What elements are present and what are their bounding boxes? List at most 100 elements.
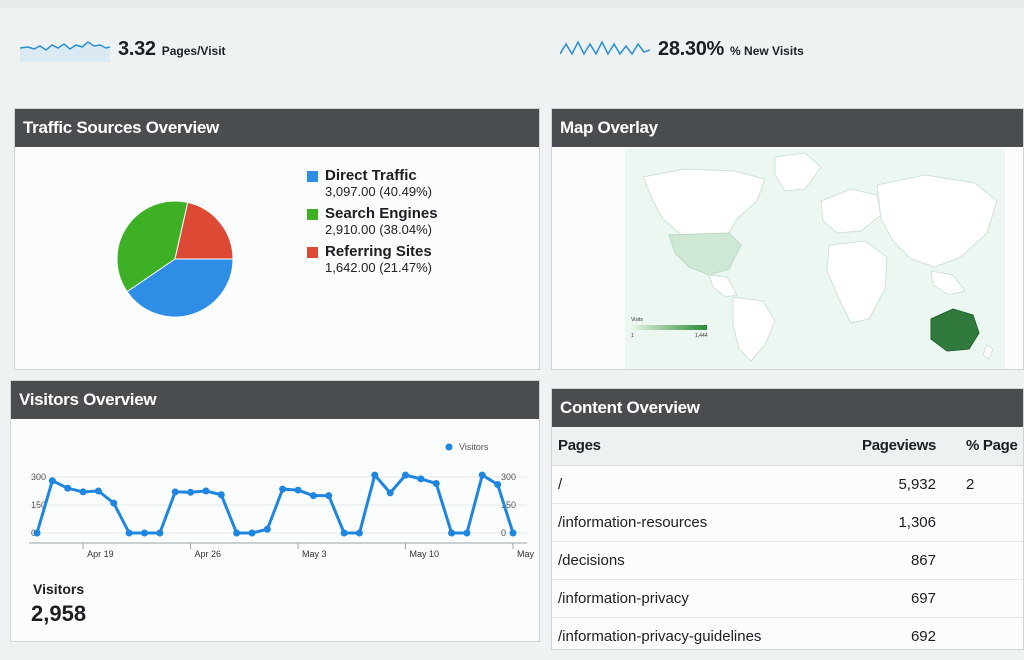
y-tick-label-right: 0 (501, 528, 506, 538)
map-region-usa (668, 232, 742, 276)
traffic-sources-title: Traffic Sources Overview (15, 109, 539, 147)
legend-name-search-engines: Search Engines (325, 205, 438, 222)
pie-slice-referring-sites[interactable] (174, 201, 234, 260)
world-map[interactable]: Visits 1 1,444 (625, 149, 1005, 370)
table-row: /information-resources 1,306 (552, 503, 1023, 542)
visitors-data-point[interactable] (448, 529, 456, 537)
page-path-link[interactable]: /decisions (552, 541, 842, 580)
pie-slice-search-engines[interactable] (116, 200, 189, 293)
visitors-data-point[interactable] (202, 487, 210, 495)
visitors-total-value: 2,958 (31, 601, 87, 626)
x-tick-label: May 10 (410, 549, 440, 559)
pct-pageviews-cell (942, 503, 1023, 542)
x-tick-label: May (517, 549, 535, 559)
pct-pageviews-cell (942, 617, 1023, 649)
legend-item-direct-traffic: Direct Traffic 3,097.00 (40.49%) (307, 167, 438, 199)
visitors-data-point[interactable] (463, 529, 471, 537)
pages-per-visit-sparkline (20, 41, 110, 62)
pageviews-cell: 697 (842, 579, 942, 618)
traffic-sources-panel: Traffic Sources Overview Direct Traffic … (14, 108, 540, 370)
top-strip (0, 0, 1024, 8)
y-tick-label-right: 150 (501, 500, 516, 510)
pages-per-visit-stat: 3.32 Pages/Visit (20, 36, 226, 62)
visitors-data-point[interactable] (417, 475, 425, 483)
y-tick-label-right: 300 (501, 472, 516, 482)
new-visits-label: % New Visits (730, 44, 804, 58)
visitors-data-point[interactable] (355, 529, 363, 537)
pct-pageviews-cell (942, 541, 1023, 580)
legend-name-referring-sites: Referring Sites (325, 243, 432, 260)
table-row: /decisions 867 (552, 541, 1023, 580)
visitors-data-point[interactable] (279, 485, 287, 493)
map-region-asia (876, 174, 998, 268)
content-overview-panel: Content Overview Pages Pageviews % Page … (551, 388, 1024, 650)
visitors-data-point[interactable] (156, 529, 164, 537)
visitors-data-point[interactable] (325, 492, 333, 500)
y-tick-label-left: 150 (31, 500, 46, 510)
visitors-data-point[interactable] (94, 487, 102, 495)
visitors-data-point[interactable] (248, 529, 256, 537)
legend-marker-visitors (445, 443, 453, 451)
map-region-southeast-asia (930, 270, 966, 296)
pct-pageviews-cell: 2 (942, 465, 1023, 504)
visitors-data-point[interactable] (371, 471, 379, 479)
legend-swatch-search-engines (307, 209, 318, 220)
map-region-europe (820, 188, 882, 234)
map-region-south-america (732, 296, 776, 362)
traffic-pie-chart (116, 200, 234, 318)
visitors-data-point[interactable] (309, 492, 317, 500)
visitors-data-point[interactable] (509, 529, 517, 537)
content-overview-title: Content Overview (552, 389, 1023, 427)
map-legend-min: 1 (631, 333, 634, 339)
traffic-legend: Direct Traffic 3,097.00 (40.49%) Search … (307, 167, 438, 281)
table-row: / 5,932 2 (552, 465, 1023, 504)
page-path-link[interactable]: / (552, 465, 842, 504)
legend-swatch-direct-traffic (307, 171, 318, 182)
page-path-link[interactable]: /information-privacy-guidelines (552, 617, 842, 649)
visitors-data-point[interactable] (171, 488, 179, 496)
visitors-data-point[interactable] (187, 488, 195, 496)
page-path-link[interactable]: /information-resources (552, 503, 842, 542)
new-visits-stat: 28.30% % New Visits (560, 36, 804, 62)
page-path-link[interactable]: /information-privacy (552, 579, 842, 618)
map-legend-gradient (631, 325, 707, 330)
legend-value-direct-traffic: 3,097.00 (40.49%) (325, 184, 432, 199)
column-header-pageviews[interactable]: Pageviews (842, 427, 942, 466)
visitors-data-point[interactable] (294, 486, 302, 494)
visitors-total-label: Visitors (33, 581, 85, 597)
visitors-data-point[interactable] (217, 491, 225, 499)
content-table-header: Pages Pageviews % Page (552, 427, 1023, 466)
visitors-data-point[interactable] (263, 525, 271, 533)
column-header-pages[interactable]: Pages (552, 427, 842, 466)
pages-per-visit-label: Pages/Visit (161, 44, 226, 58)
visitors-data-point[interactable] (233, 529, 241, 537)
pie-slice-direct-traffic[interactable] (126, 258, 234, 318)
visitors-data-point[interactable] (386, 489, 394, 497)
visitors-data-point[interactable] (125, 529, 133, 537)
visitors-overview-panel: Visitors Overview 00150150300300Apr 19Ap… (10, 380, 540, 642)
visitors-data-point[interactable] (478, 471, 486, 479)
visitors-data-point[interactable] (64, 484, 72, 492)
visitors-data-point[interactable] (494, 480, 502, 488)
visitors-data-point[interactable] (432, 480, 440, 488)
visitors-data-point[interactable] (140, 529, 148, 537)
table-row: /information-privacy-guidelines 692 (552, 617, 1023, 649)
visitors-series-line (35, 473, 515, 535)
map-region-greenland (774, 152, 822, 192)
visitors-data-point[interactable] (110, 499, 118, 507)
visitors-data-point[interactable] (79, 488, 87, 496)
legend-value-search-engines: 2,910.00 (38.04%) (325, 222, 432, 237)
map-overlay-panel: Map Overlay Visits 1 1,444 (551, 108, 1024, 370)
legend-value-referring-sites: 1,642.00 (21.47%) (325, 260, 432, 275)
x-tick-label: Apr 26 (195, 549, 222, 559)
pageviews-cell: 5,932 (842, 465, 942, 504)
column-header-pct-pageviews[interactable]: % Page (942, 427, 1023, 466)
visitors-data-point[interactable] (402, 471, 410, 479)
map-region-new-zealand (982, 344, 994, 360)
legend-item-referring-sites: Referring Sites 1,642.00 (21.47%) (307, 243, 438, 275)
visitors-data-point[interactable] (33, 529, 41, 537)
visitors-data-point[interactable] (48, 477, 56, 485)
pageviews-cell: 867 (842, 541, 942, 580)
visitors-data-point[interactable] (340, 529, 348, 537)
